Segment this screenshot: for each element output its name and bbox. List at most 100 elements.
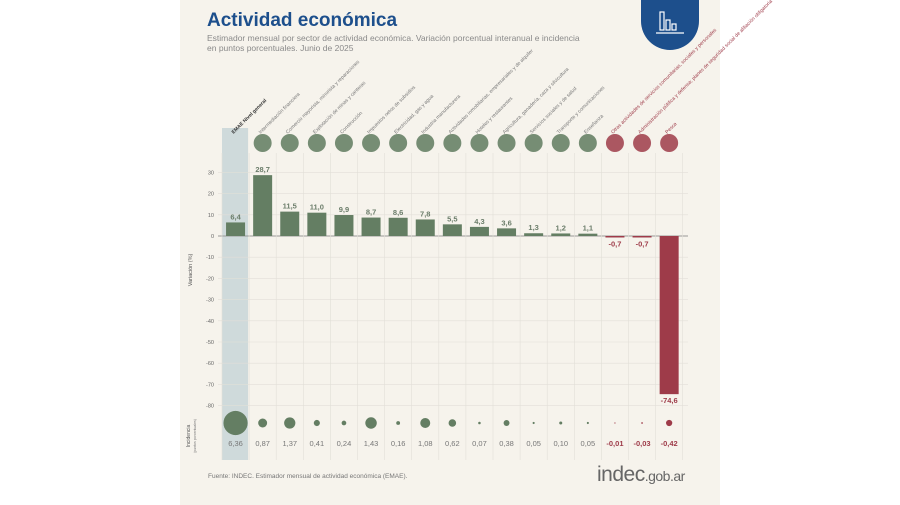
category-label: Enseñanza — [583, 113, 605, 135]
incidence-value-label: 0,62 — [445, 439, 460, 448]
category-label: Pesca — [664, 121, 678, 135]
bar — [280, 211, 300, 236]
y-tick-label: -60 — [206, 361, 214, 367]
logo-suffix: .gob.ar — [644, 468, 686, 484]
chart-badge-icon — [641, 0, 699, 50]
y-tick-label: -30 — [206, 298, 214, 304]
y-tick-label: 30 — [208, 170, 214, 176]
y-tick-label: -10 — [206, 255, 214, 261]
sector-icon — [307, 134, 326, 152]
incidence-bubble — [532, 421, 535, 425]
category-label: Transporte y comunicaciones — [556, 85, 607, 136]
incidence-value-label: 0,10 — [553, 439, 568, 448]
incidence-bubble — [641, 422, 643, 424]
y-tick-label: -40 — [206, 319, 214, 325]
bar-value-label: 5,5 — [447, 214, 457, 223]
sector-icon — [470, 134, 489, 152]
y-axis-label: Variación (%) — [188, 254, 194, 287]
incidence-axis-sublabel: (puntos porcentuales) — [193, 419, 197, 453]
sector-icon — [660, 134, 679, 152]
incidence-bubble — [448, 419, 457, 427]
bar — [632, 236, 652, 238]
bar-value-label: -0,7 — [636, 239, 649, 248]
sector-icon — [633, 134, 652, 152]
sector-icon — [578, 134, 597, 152]
sector-icon — [443, 134, 462, 152]
sector-icon — [334, 134, 353, 152]
sector-icon — [551, 134, 570, 152]
sector-icon — [497, 134, 516, 152]
bar-value-label: 8,6 — [393, 208, 403, 217]
incidence-value-label: 1,37 — [282, 439, 297, 448]
bar-value-label: 9,9 — [339, 205, 349, 214]
bar — [253, 175, 273, 236]
sector-icon — [389, 134, 408, 152]
incidence-value-label: 6,36 — [228, 439, 243, 448]
y-tick-label: 10 — [208, 213, 214, 219]
sector-icon — [362, 134, 381, 152]
incidence-value-label: 0,24 — [337, 439, 352, 448]
bar-value-label: 6,4 — [230, 212, 241, 221]
bar — [659, 236, 679, 395]
y-tick-label: -70 — [206, 382, 214, 388]
incidence-bubble — [586, 421, 589, 425]
incidence-value-label: 0,07 — [472, 439, 487, 448]
sector-icon — [253, 134, 272, 152]
logo-main: indec — [597, 463, 645, 486]
incidence-value-label: 1,08 — [418, 439, 433, 448]
bar-value-label: 1,3 — [528, 223, 538, 232]
page-subtitle: Estimador mensual por sector de activida… — [207, 33, 580, 53]
bar-value-label: 1,2 — [556, 223, 566, 232]
bar-value-label: 11,0 — [310, 203, 324, 212]
bar — [307, 212, 327, 236]
bar-value-label: 28,7 — [255, 165, 270, 174]
bar — [497, 228, 517, 236]
y-tick-label: -80 — [206, 404, 214, 410]
page-title: Actividad económica — [207, 10, 398, 31]
incidence-value-label: 0,16 — [391, 439, 406, 448]
y-tick-label: -50 — [206, 340, 214, 346]
bar — [442, 224, 462, 236]
bar — [361, 217, 381, 236]
incidence-value-label: -0,42 — [661, 439, 678, 448]
bar-value-label: 11,5 — [283, 202, 297, 211]
bar — [524, 233, 544, 236]
bar-value-label: 8,7 — [366, 208, 376, 217]
incidence-bubble — [284, 417, 296, 429]
incidence-bubble — [478, 421, 481, 425]
incidence-value-label: -0,01 — [606, 439, 623, 448]
bar — [415, 219, 435, 236]
bar — [578, 233, 598, 236]
y-tick-label: 20 — [208, 192, 214, 198]
incidence-bubble — [365, 417, 377, 429]
bar-value-label: 3,6 — [501, 218, 511, 227]
incidence-value-label: 0,87 — [255, 439, 270, 448]
incidence-value-label: 0,05 — [581, 439, 596, 448]
bar — [334, 215, 354, 236]
category-label: Otras actividades de servicios comunitar… — [610, 27, 718, 135]
category-label: Impuestos netos de subsidios — [366, 84, 417, 135]
bar — [388, 217, 408, 236]
sector-icon — [605, 134, 624, 152]
incidence-value-label: 0,38 — [499, 439, 514, 448]
category-label: Construcción — [339, 110, 364, 135]
y-tick-label: -20 — [206, 276, 214, 282]
incidence-bubble — [223, 410, 248, 436]
indec-logo: indec.gob.ar — [597, 463, 685, 487]
sector-icon — [524, 134, 543, 152]
bar-value-label: -74,6 — [661, 396, 678, 405]
incidence-bubble — [313, 419, 320, 427]
incidence-bubble — [666, 419, 673, 427]
incidence-bubble — [503, 420, 510, 426]
bar-value-label: 7,8 — [420, 209, 430, 218]
bar — [605, 236, 625, 238]
incidence-value-label: -0,03 — [633, 439, 650, 448]
bar — [469, 226, 489, 236]
incidence-value-label: 0,41 — [310, 439, 325, 448]
category-label: Administración pública y defensa; planes… — [637, 0, 774, 135]
incidence-bubble — [341, 420, 347, 426]
bar-value-label: -0,7 — [608, 239, 621, 248]
incidence-bubble — [258, 418, 268, 428]
incidence-bubble — [559, 421, 563, 425]
